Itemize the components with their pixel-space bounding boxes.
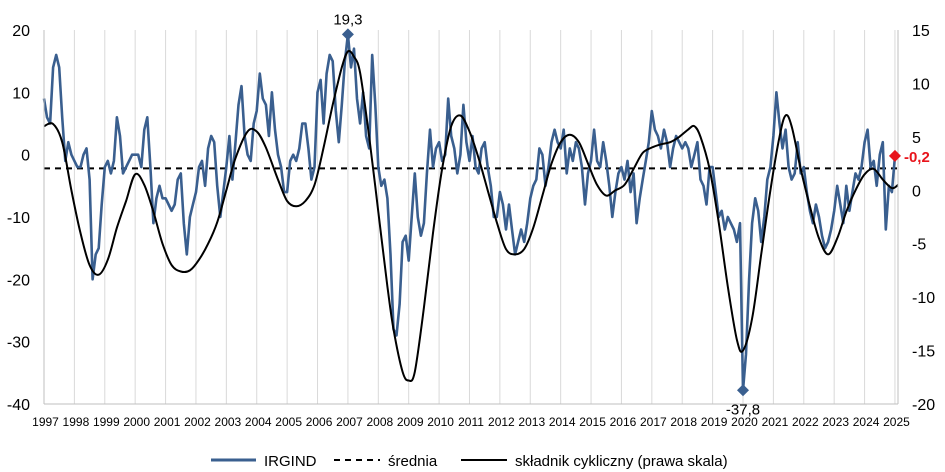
x-tick-1999: 1999 xyxy=(93,415,120,429)
irgind-line-layer xyxy=(42,33,897,392)
x-tick-2022: 2022 xyxy=(792,415,819,429)
series-cyclical-line xyxy=(43,49,899,382)
x-tick-2025: 2025 xyxy=(883,415,910,429)
x-tick-2012: 2012 xyxy=(488,415,515,429)
x-tick-1998: 1998 xyxy=(63,415,90,429)
x-tick-2002: 2002 xyxy=(184,415,211,429)
x-tick-2017: 2017 xyxy=(640,415,667,429)
left-tick--20: -20 xyxy=(7,272,30,289)
right-tick-0: 0 xyxy=(912,183,921,200)
legend-label-cyclical: składnik cykliczny (prawa skala) xyxy=(515,453,728,470)
x-tick-2018: 2018 xyxy=(670,415,697,429)
last-value-label: -0,2 xyxy=(904,149,930,166)
x-tick-2000: 2000 xyxy=(123,415,150,429)
x-tick-2024: 2024 xyxy=(853,415,880,429)
x-tick-2020: 2020 xyxy=(731,415,758,429)
right-axis-tick-labels: 15 10 5 0 -5 -10 -15 -20 xyxy=(912,23,935,414)
left-tick-10: 10 xyxy=(12,85,30,102)
left-tick-20: 20 xyxy=(12,23,30,40)
legend-label-mean: średnia xyxy=(388,453,438,470)
x-tick-2011: 2011 xyxy=(458,415,484,429)
vertical-gridlines xyxy=(73,30,896,404)
x-tick-2004: 2004 xyxy=(245,415,272,429)
min-marker xyxy=(737,384,750,397)
x-tick-2019: 2019 xyxy=(701,415,728,429)
left-tick-0: 0 xyxy=(21,148,30,165)
right-tick-5: 5 xyxy=(912,130,921,147)
left-tick--30: -30 xyxy=(7,335,30,352)
right-tick--20: -20 xyxy=(912,397,935,414)
x-tick-2010: 2010 xyxy=(427,415,454,429)
x-tick-2013: 2013 xyxy=(518,415,545,429)
right-tick--10: -10 xyxy=(912,290,935,307)
axes xyxy=(43,30,899,405)
x-tick-2006: 2006 xyxy=(306,415,333,429)
max-marker xyxy=(341,28,354,41)
x-tick-2008: 2008 xyxy=(366,415,393,429)
x-tick-2023: 2023 xyxy=(822,415,849,429)
legend-label-irgind: IRGIND xyxy=(264,453,317,470)
x-tick-2016: 2016 xyxy=(610,415,637,429)
x-tick-2005: 2005 xyxy=(275,415,302,429)
x-tick-2009: 2009 xyxy=(397,415,424,429)
left-axis-tick-labels: 20 10 0 -10 -20 -30 -40 xyxy=(7,23,30,414)
max-label: 19,3 xyxy=(333,11,362,28)
annotations: 19,3 -37,8 -0,2 xyxy=(333,11,930,418)
x-tick-2001: 2001 xyxy=(154,415,181,429)
x-axis-tick-labels: 1997 1998 1999 2000 2001 2002 2003 2004 2005 2006… xyxy=(32,415,910,429)
right-tick-15: 15 xyxy=(912,23,930,40)
x-tick-1997: 1997 xyxy=(32,415,59,429)
x-tick-2014: 2014 xyxy=(549,415,576,429)
last-value-marker xyxy=(888,149,901,162)
x-tick-2007: 2007 xyxy=(336,415,363,429)
legend: IRGIND średnia składnik cykliczny (prawa… xyxy=(211,453,728,470)
right-tick--5: -5 xyxy=(912,237,926,254)
right-tick--15: -15 xyxy=(912,344,935,361)
left-tick--10: -10 xyxy=(7,210,30,227)
min-label: -37,8 xyxy=(726,401,760,418)
left-tick--40: -40 xyxy=(7,397,30,414)
series-irgind-line xyxy=(42,33,897,392)
right-tick-10: 10 xyxy=(912,76,930,93)
x-tick-2021: 2021 xyxy=(762,415,789,429)
x-tick-2003: 2003 xyxy=(215,415,242,429)
x-tick-2015: 2015 xyxy=(579,415,606,429)
cyclical-line-layer xyxy=(43,49,899,382)
